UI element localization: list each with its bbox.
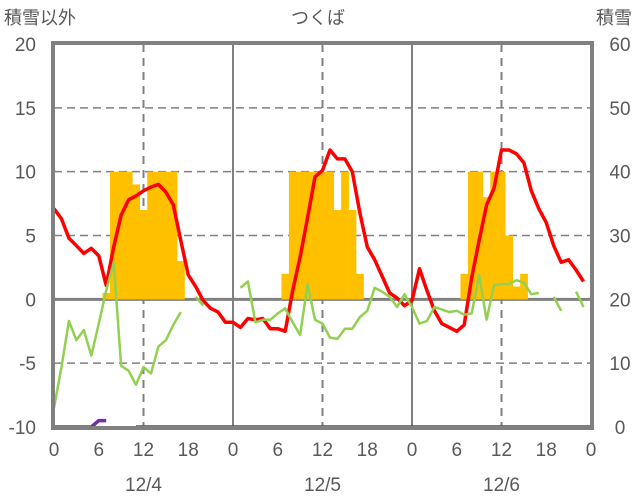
bar [162,171,170,300]
bar [512,286,521,300]
bar [303,171,312,300]
right-tick-label: 20 [609,290,630,311]
right-tick-label: 50 [609,99,630,120]
bar [288,171,297,300]
date-label: 12/5 [304,475,341,496]
bar [147,171,155,300]
x-tick-label: 0 [228,440,239,461]
x-tick-label: 12 [312,440,333,461]
bar [296,171,305,300]
x-tick-label: 12 [133,440,154,461]
left-tick-label: 10 [15,163,36,184]
bar [281,273,290,300]
x-tick-label: 18 [357,440,378,461]
right-axis-label: 積雪 [596,8,632,28]
bar [482,197,491,300]
x-tick-label: 6 [451,440,462,461]
bar [177,261,185,300]
left-tick-label: -10 [9,418,36,439]
bar [132,184,141,300]
bar [505,235,513,300]
x-tick-label: 12 [491,440,512,461]
bar [109,171,118,300]
bar [169,171,178,300]
green-line [52,261,585,409]
bar [467,171,476,300]
x-tick-label: 0 [407,440,418,461]
bar [139,209,148,300]
bar [102,292,111,300]
left-tick-label: -5 [19,354,36,375]
x-tick-label: 6 [93,440,104,461]
bar [460,273,469,300]
bar [154,171,163,300]
chart-title: つくば [291,8,345,28]
bar [490,171,499,300]
bar [341,171,349,300]
bar [497,171,506,300]
bar [326,171,334,300]
left-axis-label: 積雪以外 [4,8,76,28]
x-tick-label: 6 [272,440,283,461]
x-tick-label: 0 [49,440,60,461]
x-tick-label: 0 [586,440,597,461]
bar [117,171,126,300]
bar [311,171,320,300]
bar [520,273,528,300]
x-tick-label: 18 [178,440,199,461]
date-label: 12/6 [483,475,520,496]
red-line [52,148,585,334]
right-tick-label: 10 [609,354,630,375]
bar [348,209,357,300]
left-tick-label: 15 [15,99,36,120]
left-tick-label: 0 [25,290,36,311]
right-tick-label: 30 [609,227,630,248]
right-tick-label: 60 [609,35,630,56]
date-label: 12/4 [125,475,162,496]
plot-border [51,41,594,430]
bar [333,209,342,300]
right-tick-label: 0 [615,418,626,439]
left-tick-label: 5 [25,227,36,248]
left-tick-label: 20 [15,35,36,56]
bar [318,171,327,300]
bar [356,273,364,300]
plot-frame [51,41,594,430]
bar [124,171,133,300]
right-tick-label: 40 [609,163,630,184]
x-tick-label: 18 [536,440,557,461]
